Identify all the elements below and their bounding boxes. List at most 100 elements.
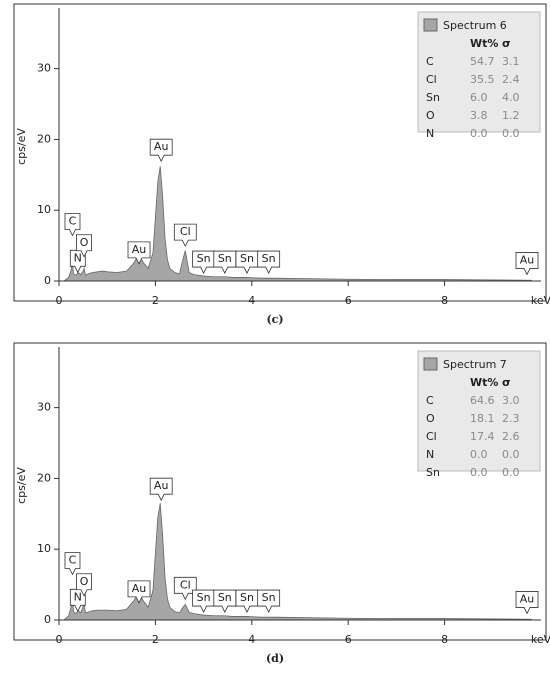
x-tick-label: 0 (56, 633, 63, 646)
peak-label: Cl (180, 225, 191, 238)
table-value: 64.6 (470, 394, 495, 407)
table-value: 18.1 (470, 412, 495, 425)
table-value: 3.1 (502, 55, 520, 68)
y-tick-label: 20 (37, 132, 51, 145)
peak-label: Au (154, 140, 169, 153)
x-axis-label: keV (531, 294, 550, 307)
x-tick-label: 6 (345, 633, 352, 646)
peak-label: Sn (218, 591, 232, 604)
table-element: N (426, 127, 434, 140)
table-value: 0.0 (470, 127, 488, 140)
peak-label-box (127, 241, 151, 265)
peak-label: N (74, 590, 82, 603)
table-value: 35.5 (470, 73, 495, 86)
spectrum-area (62, 166, 532, 282)
peak-label-box (64, 213, 81, 237)
panel-frame (13, 3, 547, 302)
table-value: 1.2 (502, 109, 520, 122)
peak-label: Sn (197, 252, 211, 265)
table-value: 0.0 (470, 466, 488, 479)
table-value: 0.0 (502, 448, 520, 461)
peak-label-box (173, 576, 197, 601)
x-tick-label: 8 (441, 633, 448, 646)
table-header: Wt% (470, 37, 498, 50)
panel-frame (13, 342, 547, 641)
y-tick-label: 30 (37, 401, 51, 414)
table-element: Cl (426, 430, 437, 443)
peak-label: Sn (240, 591, 254, 604)
table-header: Wt% (470, 376, 498, 389)
table-element: O (426, 412, 435, 425)
table-value: 0.0 (470, 448, 488, 461)
table-value: 4.0 (502, 91, 520, 104)
peak-label: C (69, 215, 77, 228)
x-tick-label: 0 (56, 294, 63, 307)
peak-label-box (257, 250, 281, 274)
spectrum-area (62, 503, 532, 621)
y-tick-label: 10 (37, 203, 51, 216)
peak-label-box (76, 573, 92, 597)
legend-label: Spectrum 7 (443, 358, 507, 371)
y-tick-label: 0 (44, 613, 51, 626)
peak-label: O (80, 236, 89, 249)
x-tick-label: 8 (441, 294, 448, 307)
peak-label: Sn (240, 252, 254, 265)
peak-label: C (69, 554, 77, 567)
x-tick-label: 4 (248, 633, 255, 646)
table-value: 0.0 (502, 466, 520, 479)
legend-box (417, 350, 541, 472)
table-value: 6.0 (470, 91, 488, 104)
peak-label: Cl (180, 578, 191, 591)
peak-label: N (74, 251, 82, 264)
table-value: 17.4 (470, 430, 495, 443)
peak-label-box (515, 591, 539, 615)
peak-label: Au (132, 582, 147, 595)
table-value: 54.7 (470, 55, 495, 68)
table-element: O (426, 109, 435, 122)
peak-label: Sn (218, 252, 232, 265)
peak-label: Sn (262, 591, 276, 604)
peak-label-box (76, 234, 92, 258)
y-axis-label: cps/eV (15, 467, 28, 504)
table-header: σ (502, 37, 511, 50)
table-value: 2.4 (502, 73, 520, 86)
peak-label-box (127, 580, 151, 604)
y-tick-label: 10 (37, 542, 51, 555)
table-value: 2.6 (502, 430, 520, 443)
table-header: σ (502, 376, 511, 389)
table-element: N (426, 448, 434, 461)
peak-label: Au (520, 253, 535, 266)
peak-label-box (173, 223, 197, 248)
peak-label: Sn (262, 252, 276, 265)
x-tick-label: 6 (345, 294, 352, 307)
table-element: Sn (426, 91, 440, 104)
caption: (d) (266, 652, 284, 665)
peak-label: Au (154, 479, 169, 492)
y-axis-label: cps/eV (15, 128, 28, 165)
peak-label: O (80, 575, 89, 588)
table-value: 3.0 (502, 394, 520, 407)
caption: (c) (266, 313, 283, 326)
legend-swatch (423, 18, 438, 32)
legend-label: Spectrum 6 (443, 19, 507, 32)
table-element: Cl (426, 73, 437, 86)
table-value: 0.0 (502, 127, 520, 140)
y-tick-label: 20 (37, 471, 51, 484)
x-tick-label: 4 (248, 294, 255, 307)
peak-label: Au (132, 243, 147, 256)
x-tick-label: 2 (152, 294, 159, 307)
table-element: C (426, 394, 434, 407)
table-value: 3.8 (470, 109, 488, 122)
peak-label: Sn (197, 591, 211, 604)
y-tick-label: 0 (44, 274, 51, 287)
peak-label-box (515, 252, 539, 276)
peak-label-box (64, 552, 81, 576)
y-tick-label: 30 (37, 62, 51, 75)
legend-swatch (423, 357, 438, 371)
x-axis-label: keV (531, 633, 550, 646)
peak-label-box (149, 477, 173, 502)
table-element: C (426, 55, 434, 68)
table-value: 2.3 (502, 412, 520, 425)
x-tick-label: 2 (152, 633, 159, 646)
